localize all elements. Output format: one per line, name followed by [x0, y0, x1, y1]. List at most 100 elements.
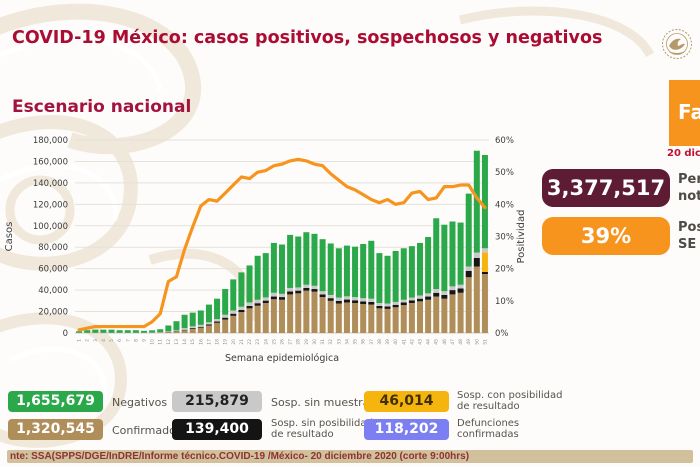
y-axis-tick: 160,000	[33, 157, 68, 167]
chart-area: 0 20,000 40,000 60,000 80,000 100,000 120,000 1…	[0, 118, 540, 368]
phase-badge-label: Fa	[678, 100, 700, 124]
bar-week-50	[473, 252, 480, 258]
x-axis-tick: 37	[369, 339, 375, 345]
bar-week-38	[376, 308, 383, 333]
bar-week-51	[481, 271, 488, 275]
bar-week-32	[327, 294, 334, 299]
x-axis-tick: 10	[150, 339, 156, 345]
y-axis-tick: 0	[63, 329, 68, 339]
x-axis-tick: 22	[247, 339, 253, 345]
bar-week-32	[327, 298, 334, 301]
bar-week-51	[481, 248, 488, 253]
legend-value-defunciones: 118,202	[364, 419, 449, 440]
bar-week-26	[279, 244, 285, 294]
y2-axis-tick: 50%	[495, 168, 514, 178]
bar-week-15	[189, 312, 196, 327]
bar-week-16	[197, 324, 204, 327]
bar-week-28	[295, 293, 302, 333]
x-axis-tick: 3	[93, 339, 99, 342]
bar-week-46	[441, 298, 448, 333]
bar-week-20	[230, 313, 237, 316]
x-axis-tick: 8	[133, 339, 139, 342]
x-axis-tick: 46	[442, 339, 448, 345]
bar-week-35	[352, 297, 359, 301]
bar-week-20	[230, 315, 237, 333]
bar-week-12	[165, 331, 172, 332]
x-axis-tick: 36	[361, 339, 367, 345]
bar-week-40	[392, 250, 399, 302]
bar-week-46	[441, 294, 448, 299]
legend-value-confirmados: 1,320,545	[8, 419, 103, 440]
bar-week-30	[311, 291, 318, 333]
bar-week-33	[335, 297, 342, 301]
x-axis-tick: 47	[450, 339, 456, 345]
bar-week-46	[441, 291, 448, 295]
bar-week-28	[295, 236, 302, 288]
bar-week-25	[270, 296, 277, 300]
x-axis-tick: 45	[434, 339, 440, 345]
bar-week-15	[189, 328, 196, 333]
legend-label-negativos: Negativos	[112, 396, 168, 409]
legend-value-sosp-sin-posibilidad: 139,400	[172, 419, 262, 440]
bar-week-29	[303, 290, 310, 333]
bar-week-21	[238, 309, 245, 313]
bar-week-21	[238, 312, 245, 333]
x-axis-tick: 27	[288, 339, 294, 345]
y2-axis-tick: 20%	[495, 265, 514, 275]
bar-week-45	[433, 296, 440, 333]
bar-week-19	[222, 289, 229, 315]
x-axis-tick: 38	[377, 339, 383, 345]
bar-week-31	[319, 239, 326, 292]
bar-week-50	[473, 150, 480, 253]
bar-week-48	[457, 292, 464, 333]
y-axis-tick: 60,000	[38, 265, 68, 275]
bar-week-7	[124, 330, 131, 333]
bar-week-43	[417, 295, 423, 299]
bar-week-25	[270, 242, 277, 293]
bar-week-28	[295, 290, 302, 294]
x-axis-tick: 11	[158, 339, 164, 345]
bar-week-5	[108, 329, 115, 333]
positivity-label: Pos SE 5	[678, 220, 700, 252]
bar-week-21	[238, 306, 245, 310]
bar-week-31	[319, 294, 326, 298]
bar-week-33	[335, 303, 342, 333]
bar-week-45	[433, 218, 440, 290]
x-axis-tick: 51	[482, 339, 488, 345]
bar-week-24	[262, 302, 269, 333]
legend-value-sosp-con-posibilidad: 46,014	[364, 391, 449, 412]
bar-week-49	[465, 270, 472, 278]
x-axis-title: Semana epidemiológica	[225, 353, 339, 364]
bar-week-39	[384, 255, 391, 304]
bar-week-37	[368, 304, 375, 333]
x-axis-tick: 2	[85, 339, 91, 342]
bar-week-14	[181, 314, 188, 329]
bar-week-22	[246, 265, 253, 303]
bar-week-27	[287, 287, 294, 292]
x-axis-tick: 39	[385, 339, 391, 345]
y-axis-tick: 100,000	[33, 222, 68, 232]
x-axis-tick: 1	[77, 339, 83, 342]
legend-label-sosp-sin-posibilidad: Sosp. sin posibilidad de resultado	[271, 418, 373, 440]
bar-week-10	[149, 330, 156, 333]
bar-week-36	[360, 304, 367, 333]
government-seal-logo	[662, 29, 692, 59]
bar-week-31	[319, 291, 326, 295]
bar-week-4	[100, 329, 107, 333]
bar-week-42	[408, 302, 415, 333]
bar-week-45	[433, 289, 440, 293]
bar-week-40	[392, 304, 399, 308]
bar-week-1	[76, 331, 83, 333]
bar-week-9	[141, 330, 147, 333]
notified-total-label: Per not	[678, 172, 700, 204]
bar-week-16	[197, 326, 204, 328]
x-axis-tick: 17	[206, 339, 212, 345]
bar-week-30	[311, 289, 318, 292]
x-axis-tick: 23	[255, 339, 261, 345]
y-axis-tick: 120,000	[33, 200, 68, 210]
y-axis-tick: 40,000	[38, 286, 68, 296]
bar-week-18	[214, 322, 221, 333]
bar-week-49	[465, 277, 472, 333]
bar-week-36	[360, 298, 367, 302]
x-axis-tick: 30	[312, 339, 318, 345]
